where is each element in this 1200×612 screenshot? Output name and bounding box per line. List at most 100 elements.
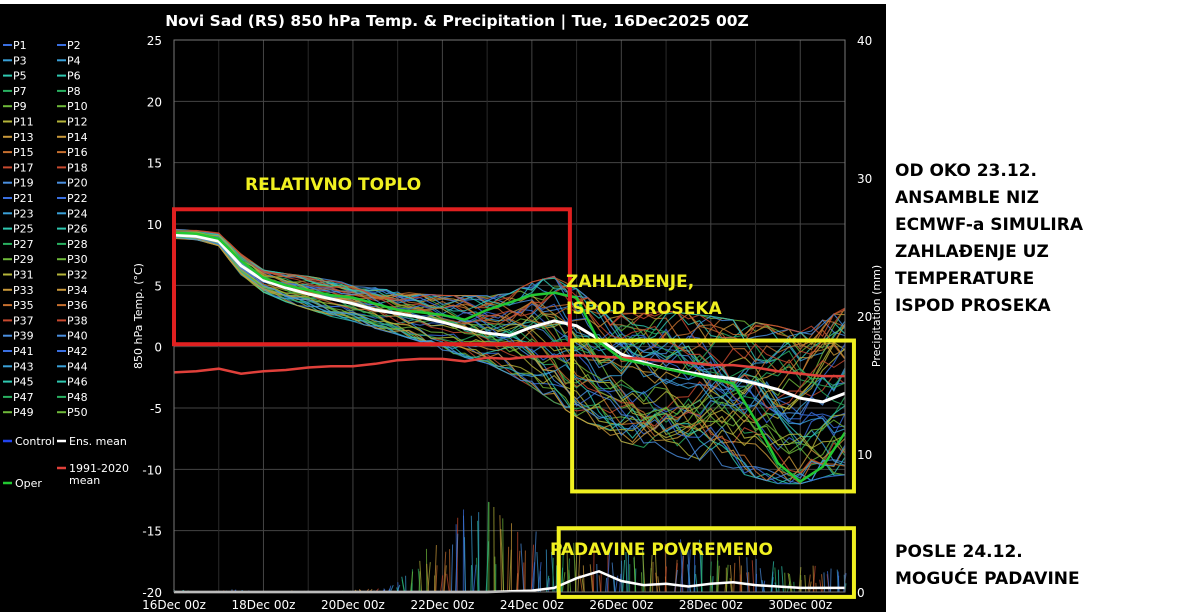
legend-entry: P38 — [67, 314, 88, 327]
precip-member-line — [426, 563, 429, 593]
annotation-box — [556, 526, 856, 599]
y-tick-label: 10 — [147, 218, 162, 232]
series-line — [173, 231, 847, 484]
legend-entry: P25 — [13, 223, 34, 236]
axes: 25 20 15 10 5 0 -5 -10 -15 -20 40 30 20 10 0 16Dec 00z 1… — [132, 34, 883, 612]
note-cooling-forecast: OD OKO 23.12. ANSAMBLE NIZ ECMWF-a SIMUL… — [895, 161, 1083, 316]
legend-entry: 1991-2020 — [69, 462, 129, 475]
legend-entry: P3 — [13, 54, 27, 67]
legend-entry: Ens. mean — [69, 435, 127, 448]
precip-member-line — [434, 545, 437, 593]
precip-member-line — [552, 557, 554, 593]
precip-member-line — [788, 573, 793, 593]
x-tick-label: 18Dec 00z — [232, 598, 296, 612]
chart-panel: Novi Sad (RS) 850 hPa Temp. & Precipitat… — [0, 0, 886, 612]
legend-entry: P45 — [13, 376, 34, 389]
y-tick-label: 15 — [147, 157, 162, 171]
legend-entry: P26 — [67, 223, 88, 236]
legend-entry: P43 — [13, 360, 34, 373]
top-border — [0, 0, 886, 4]
legend-entry: P24 — [67, 207, 88, 220]
y-tick-label: -10 — [142, 463, 162, 477]
legend-entry: P46 — [67, 376, 88, 389]
precip-member-line — [486, 501, 489, 593]
legend-entry: P4 — [67, 54, 81, 67]
legend-entry: P34 — [67, 284, 88, 297]
y-tick-label: -15 — [142, 525, 162, 539]
annotation-label: RELATIVNO TOPLO — [245, 175, 421, 195]
precip-member-line — [598, 575, 602, 593]
legend-entry: P39 — [13, 330, 34, 343]
precip-member-line — [443, 551, 447, 593]
y-tick-label: 0 — [154, 341, 162, 355]
legend-entry: P6 — [67, 70, 81, 83]
legend-entry: P21 — [13, 192, 34, 205]
chart-svg: Novi Sad (RS) 850 hPa Temp. & Precipitat… — [0, 0, 886, 612]
series-line — [173, 233, 846, 404]
y2-tick-label: 30 — [857, 172, 872, 186]
ensemble-member-line — [173, 230, 846, 366]
annotation-box — [570, 338, 856, 494]
precip-member-line — [582, 565, 585, 593]
ensemble-member-line — [173, 231, 846, 477]
precip-member-line — [729, 564, 733, 593]
annotation-box — [172, 207, 572, 347]
legend-entry: P7 — [13, 85, 27, 98]
precip-member-line — [449, 549, 451, 593]
x-tick-label: 20Dec 00z — [321, 598, 385, 612]
legend-entry: P15 — [13, 146, 34, 159]
precip-member-line — [746, 557, 749, 593]
x-tick-label: 28Dec 00z — [679, 598, 743, 612]
ensemble-member-line — [174, 235, 846, 482]
legend-entry: P42 — [67, 345, 88, 358]
precip-member-line — [545, 549, 548, 593]
legend-entry: P10 — [67, 100, 88, 113]
legend-entry: P28 — [67, 238, 88, 251]
legend-entry: P49 — [13, 406, 34, 419]
precip-member-line — [625, 552, 628, 593]
y-tick-label: -20 — [142, 586, 162, 600]
ensemble-members — [173, 228, 846, 485]
legend-entry: P40 — [67, 330, 88, 343]
legend-entry: P22 — [67, 192, 88, 205]
y-tick-label: 25 — [147, 34, 162, 48]
y2-axis-label: Precipitation (mm) — [870, 265, 883, 367]
legend-entry: P5 — [13, 70, 27, 83]
y-axis-label: 850 hPa Temp. (°C) — [132, 263, 145, 369]
precip-member-line — [759, 568, 764, 593]
precip-member-line — [716, 554, 719, 593]
legend-entry: P44 — [67, 360, 88, 373]
precip-member-line — [605, 577, 608, 593]
precip-member-line — [476, 557, 479, 593]
y2-tick-label: 40 — [857, 34, 872, 48]
legend-entry: P48 — [67, 391, 88, 404]
precip-member-line — [450, 544, 454, 593]
precip-member-line — [787, 572, 792, 593]
annotation-label: ZAHLAĐENJE, — [566, 272, 694, 292]
precip-member-line — [446, 573, 450, 593]
legend-entry: P1 — [13, 39, 27, 52]
legend-entry: P50 — [67, 406, 88, 419]
precip-member-line — [470, 515, 474, 593]
chart-title: Novi Sad (RS) 850 hPa Temp. & Precipitat… — [165, 12, 749, 31]
precip-member-line — [440, 575, 444, 593]
legend-entry: P9 — [13, 100, 27, 113]
precip-member-line — [443, 565, 447, 593]
precip-member-line — [633, 556, 636, 593]
legend-entry: P19 — [13, 177, 34, 190]
legend-entry: P31 — [13, 269, 34, 282]
y-tick-label: 20 — [147, 95, 162, 109]
precip-member-line — [664, 566, 667, 593]
legend-entry: P33 — [13, 284, 34, 297]
precip-member-line — [531, 562, 535, 593]
precip-member-line — [536, 551, 540, 593]
legend-entry: P35 — [13, 299, 34, 312]
precip-member-line — [655, 572, 658, 593]
annotations: RELATIVNO TOPLO ZAHLAĐENJE, ISPOD PROSEKA P… — [172, 175, 856, 599]
ensemble-member-line — [173, 229, 846, 406]
precip-member-line — [674, 569, 678, 593]
precip-member-line — [477, 520, 480, 593]
precip-member-line — [738, 556, 742, 593]
legend-entry: P41 — [13, 345, 34, 358]
precip-member-line — [507, 546, 510, 593]
